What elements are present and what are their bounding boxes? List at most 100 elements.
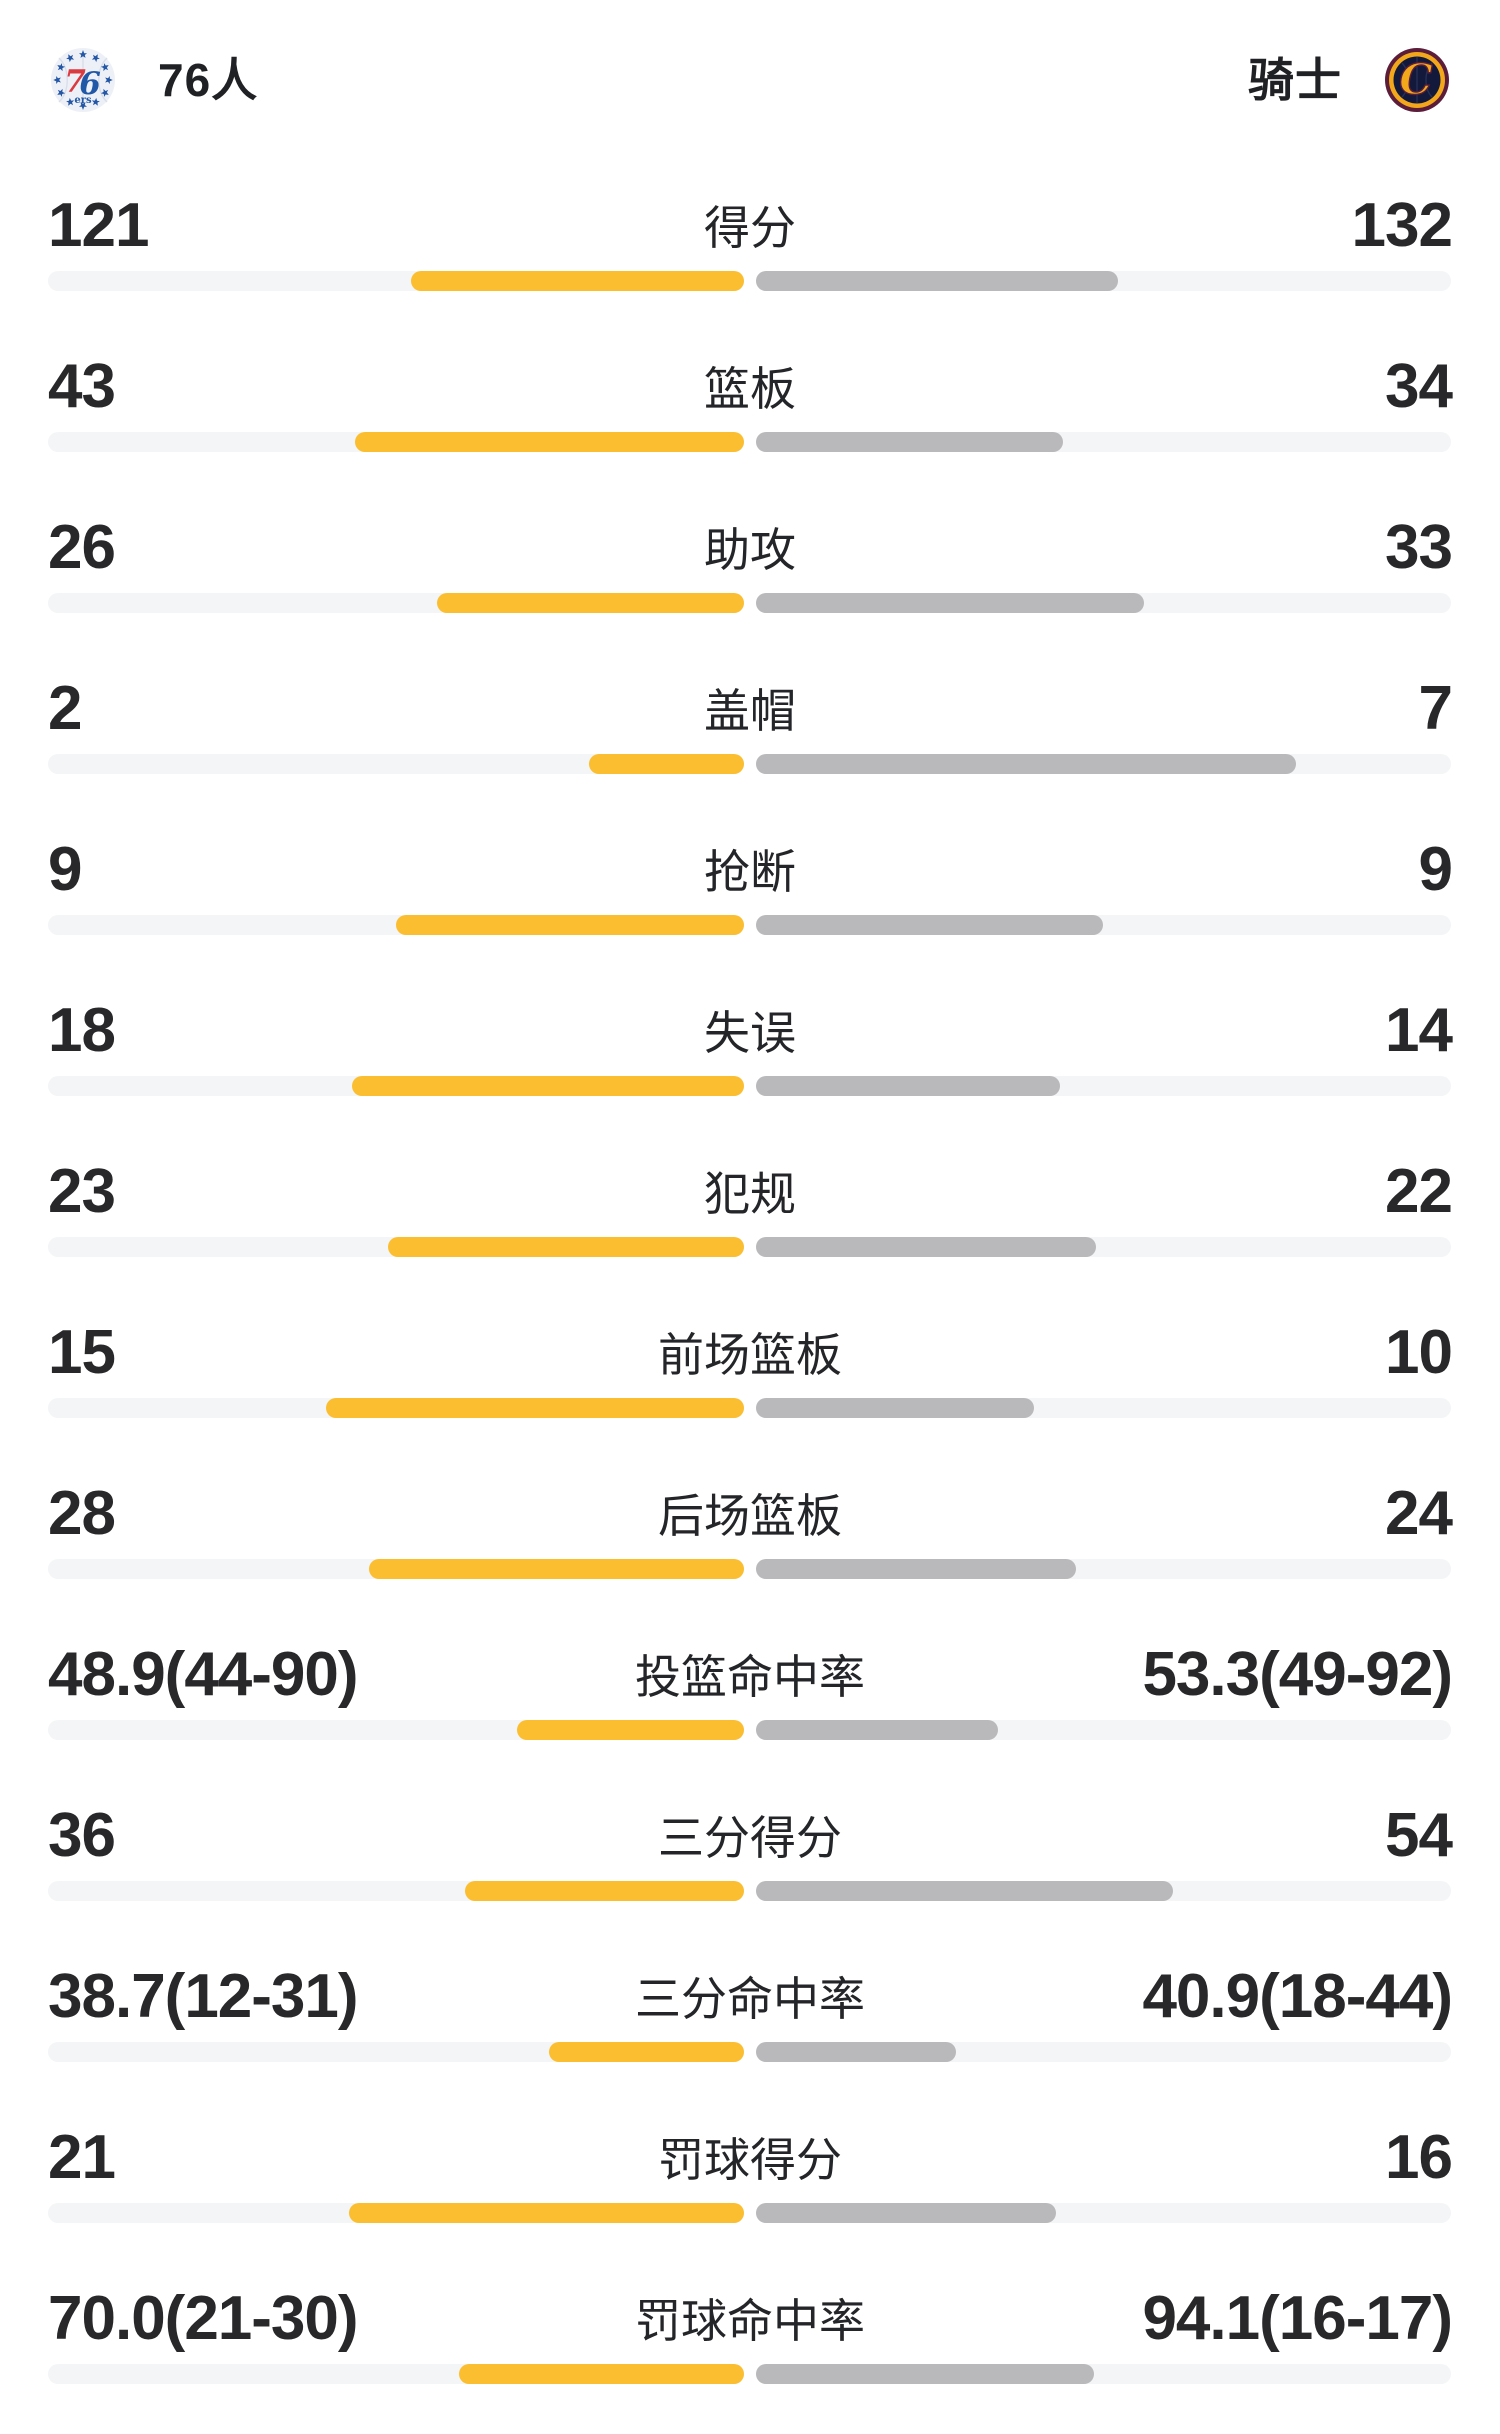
stat-label: 罚球命中率: [635, 2295, 865, 2347]
stat-bar-right: [755, 1881, 1173, 1901]
star-ring: [53, 50, 113, 110]
stat-row: 21 罚球得分 16: [0, 2112, 1500, 2273]
stat-values-line: 43 篮板 34: [0, 341, 1500, 431]
stat-value-left: 70.0(21-30): [48, 2283, 359, 2353]
stat-values-line: 70.0(21-30) 罚球命中率 94.1(16-17): [0, 2273, 1500, 2363]
team-left-name: 76人: [158, 54, 259, 106]
stat-bar-right: [755, 915, 1104, 935]
svg-text:6: 6: [79, 66, 101, 102]
stat-label: 得分: [704, 202, 796, 254]
stat-bar-track-left: [48, 432, 744, 452]
stat-bar-right: [755, 1076, 1060, 1096]
stat-row: 43 篮板 34: [0, 341, 1500, 502]
stat-bar-track-right: [755, 1720, 1451, 1740]
stat-bars: [48, 1398, 1451, 1418]
stat-bar-track-right: [755, 1881, 1451, 1901]
stat-row: 121 得分 132: [0, 180, 1500, 341]
stat-bar-track-left: [48, 1076, 744, 1096]
stat-bars: [48, 1559, 1451, 1579]
header: 7 6 ers 76人 骑士 C: [0, 0, 1500, 180]
stat-values-line: 38.7(12-31) 三分命中率 40.9(18-44): [0, 1951, 1500, 2041]
stat-bar-right: [755, 1720, 998, 1740]
stat-row: 28 后场篮板 24: [0, 1468, 1500, 1629]
stat-bar-track-right: [755, 1076, 1451, 1096]
stat-bar-track-right: [755, 1237, 1451, 1257]
stat-bar-track-left: [48, 754, 744, 774]
stat-bar-left: [459, 2364, 744, 2384]
svg-text:C: C: [1399, 55, 1433, 104]
stat-value-left: 121: [48, 190, 149, 260]
stat-bar-track-right: [755, 2364, 1451, 2384]
stat-bar-right: [755, 2042, 957, 2062]
stat-bar-track-right: [755, 1398, 1451, 1418]
stat-bar-left: [395, 915, 744, 935]
stat-value-left: 36: [48, 1800, 116, 1870]
stat-bar-left: [388, 1237, 744, 1257]
stat-row: 23 犯规 22: [0, 1146, 1500, 1307]
stat-row: 70.0(21-30) 罚球命中率 94.1(16-17): [0, 2273, 1500, 2434]
stat-label: 失误: [704, 1007, 796, 1059]
stat-bar-left: [355, 432, 744, 452]
stat-bar-track-right: [755, 271, 1451, 291]
stat-bar-left: [348, 2203, 744, 2223]
stat-values-line: 121 得分 132: [0, 180, 1500, 270]
stat-bars: [48, 1237, 1451, 1257]
stat-bar-track-right: [755, 2203, 1451, 2223]
stat-row: 18 失误 14: [0, 985, 1500, 1146]
stat-label: 三分命中率: [635, 1973, 865, 2025]
stat-bar-left: [465, 1881, 744, 1901]
stat-bar-track-left: [48, 1881, 744, 1901]
stat-value-right: 94.1(16-17): [1142, 2283, 1453, 2353]
stat-value-left: 48.9(44-90): [48, 1639, 359, 1709]
stat-bars: [48, 1881, 1451, 1901]
stat-bar-track-right: [755, 2042, 1451, 2062]
stat-bar-track-left: [48, 1398, 744, 1418]
stat-value-right: 53.3(49-92): [1142, 1639, 1453, 1709]
stat-bars: [48, 1720, 1451, 1740]
stat-bar-right: [755, 271, 1119, 291]
stat-bar-track-left: [48, 915, 744, 935]
stat-value-left: 23: [48, 1156, 116, 1226]
stat-value-right: 9: [1418, 834, 1453, 904]
stat-label: 三分得分: [658, 1812, 842, 1864]
stat-bars: [48, 915, 1451, 935]
stat-label: 助攻: [704, 524, 796, 576]
stat-label: 篮板: [704, 363, 796, 415]
stat-row: 26 助攻 33: [0, 502, 1500, 663]
svg-text:ers: ers: [74, 95, 92, 106]
stat-bar-track-right: [755, 754, 1451, 774]
stat-values-line: 26 助攻 33: [0, 502, 1500, 592]
stat-bar-right: [755, 2364, 1094, 2384]
stat-value-left: 18: [48, 995, 116, 1065]
stat-value-left: 21: [48, 2122, 116, 2192]
stat-bar-right: [755, 754, 1297, 774]
stat-value-left: 43: [48, 351, 116, 421]
stat-bar-track-right: [755, 1559, 1451, 1579]
stat-bars: [48, 2364, 1451, 2384]
team-right: 骑士 C: [1248, 47, 1450, 113]
stat-bars: [48, 754, 1451, 774]
stat-value-right: 10: [1385, 1317, 1453, 1387]
svg-text:7: 7: [64, 64, 86, 100]
stat-value-right: 24: [1385, 1478, 1453, 1548]
stat-label: 盖帽: [704, 685, 796, 737]
stat-bar-left: [368, 1559, 744, 1579]
stat-bar-track-left: [48, 2042, 744, 2062]
stat-values-line: 21 罚球得分 16: [0, 2112, 1500, 2202]
stat-label: 犯规: [704, 1168, 796, 1220]
stat-bar-track-left: [48, 2364, 744, 2384]
stat-value-right: 16: [1385, 2122, 1453, 2192]
philadelphia-76ers-logo: 7 6 ers: [50, 47, 116, 113]
stat-value-right: 7: [1418, 673, 1453, 743]
stat-label: 抢断: [704, 846, 796, 898]
stat-values-line: 36 三分得分 54: [0, 1790, 1500, 1880]
stat-value-right: 40.9(18-44): [1142, 1961, 1453, 2031]
stat-value-right: 132: [1351, 190, 1453, 260]
stat-bar-left: [352, 1076, 744, 1096]
stat-bar-left: [549, 2042, 744, 2062]
stat-values-line: 9 抢断 9: [0, 824, 1500, 914]
stat-bar-right: [755, 1398, 1034, 1418]
stat-bars: [48, 432, 1451, 452]
stat-bar-left: [516, 1720, 744, 1740]
